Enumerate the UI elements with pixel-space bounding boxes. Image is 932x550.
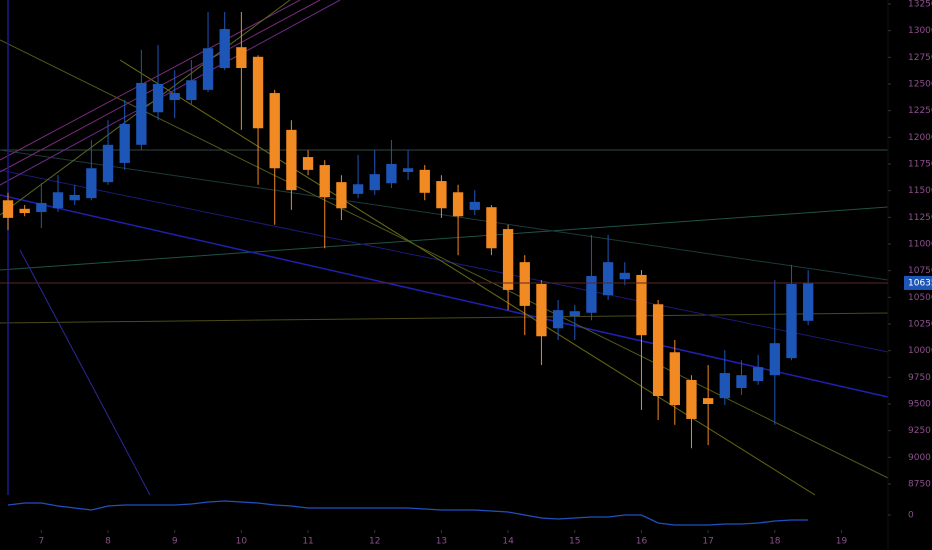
- trendline: [0, 149, 889, 281]
- trendline: [19, 249, 151, 496]
- candle-body: [769, 343, 780, 376]
- y-tick-label: 10250: [908, 320, 932, 330]
- candle-body: [219, 29, 230, 69]
- candle-body: [536, 284, 547, 337]
- y-tick-label: 10750: [908, 266, 932, 276]
- candle-body: [469, 201, 480, 210]
- candle-body: [586, 276, 597, 313]
- candle-body: [119, 124, 130, 163]
- x-tick-label: 10: [236, 537, 248, 547]
- trendline: [119, 59, 816, 496]
- candle-body: [486, 207, 497, 249]
- indicator-tick-label: 0: [908, 511, 914, 521]
- candle-body: [152, 84, 164, 113]
- y-tick-label: 10500: [908, 293, 932, 303]
- candle-body: [802, 282, 814, 321]
- x-tick-label: 17: [702, 537, 713, 547]
- x-tick-label: 18: [769, 537, 781, 547]
- candle-body: [402, 168, 414, 173]
- candle-body: [136, 82, 147, 145]
- x-tick-label: 15: [569, 537, 580, 547]
- y-tick-label: 11500: [908, 186, 932, 196]
- candle-body: [252, 56, 264, 129]
- candle-body: [786, 284, 797, 359]
- candle-body: [302, 157, 314, 170]
- indicator-line: [7, 500, 809, 526]
- candle-body: [169, 93, 180, 101]
- candle-body: [369, 174, 380, 191]
- trendline: [0, 169, 889, 353]
- candle-body: [636, 274, 647, 336]
- candle-body: [319, 165, 330, 198]
- y-tick-label: 8750: [908, 480, 931, 490]
- x-tick-label: 11: [302, 537, 313, 547]
- y-tick-label: 13250: [908, 0, 932, 10]
- candle-body: [569, 311, 580, 317]
- candle-body: [502, 229, 514, 290]
- y-tick-label: 12750: [908, 53, 932, 63]
- y-tick-label: 9750: [908, 373, 931, 383]
- x-tick-label: 14: [502, 537, 514, 547]
- candle-body: [236, 47, 247, 69]
- candle-body: [419, 169, 430, 193]
- candle-body: [619, 272, 630, 280]
- candle-body: [669, 352, 680, 406]
- x-tick-label: 9: [172, 537, 178, 547]
- candle-body: [336, 182, 347, 209]
- x-tick-label: 16: [636, 537, 648, 547]
- y-tick-label: 9500: [908, 400, 931, 410]
- y-tick-label: 11250: [908, 213, 932, 223]
- y-tick-label: 9000: [908, 453, 931, 463]
- y-tick-label: 13000: [908, 26, 932, 36]
- candle-body: [102, 144, 114, 183]
- last-price-box: [904, 275, 932, 290]
- candle-body: [202, 48, 214, 90]
- candle-body: [686, 380, 697, 419]
- candle-body: [702, 398, 714, 405]
- y-tick-label: 10000: [908, 346, 932, 356]
- trendline: [0, 206, 889, 271]
- candle-body: [552, 310, 564, 329]
- candle-body: [386, 164, 397, 184]
- y-tick-label: 12000: [908, 133, 932, 143]
- y-tick-label: 12250: [908, 106, 932, 116]
- last-price-label: 10635: [908, 278, 932, 288]
- trendline: [0, 194, 889, 398]
- x-tick-label: 13: [436, 537, 447, 547]
- candle-body: [436, 181, 447, 209]
- trendline: [0, 0, 341, 186]
- trendline: [0, 312, 889, 324]
- y-tick-label: 11750: [908, 160, 932, 170]
- candle-body: [352, 184, 364, 194]
- candle-body: [452, 192, 464, 217]
- candle-body: [752, 367, 764, 382]
- candle-body: [736, 375, 747, 389]
- candle-body: [69, 194, 80, 201]
- candle-body: [186, 80, 197, 101]
- candle-body: [269, 93, 280, 169]
- candle-body: [19, 208, 30, 214]
- trendline: [0, 39, 889, 479]
- candle-body: [86, 168, 97, 199]
- y-tick-label: 12500: [908, 80, 932, 90]
- x-tick-label: 12: [369, 537, 380, 547]
- x-tick-label: 19: [836, 537, 848, 547]
- trendline: [0, 0, 301, 161]
- y-tick-label: 9250: [908, 426, 931, 436]
- x-tick-label: 8: [105, 537, 111, 547]
- x-tick-label: 7: [38, 537, 44, 547]
- candle-body: [519, 262, 530, 306]
- candle-body: [36, 202, 47, 213]
- y-tick-label: 11000: [908, 240, 932, 250]
- candle-body: [719, 373, 730, 399]
- candle-body: [2, 200, 14, 218]
- candle-body: [286, 129, 297, 191]
- candle-body: [52, 192, 64, 209]
- candle-body: [652, 304, 664, 397]
- candle-body: [602, 262, 614, 296]
